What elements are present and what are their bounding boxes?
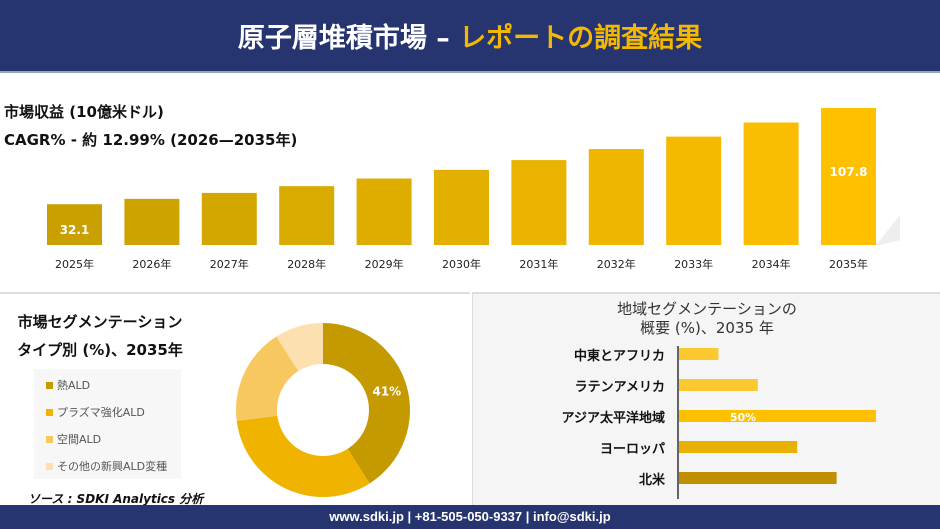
revenue-bar	[821, 108, 876, 245]
region-title-line1: 地域セグメンテーションの	[617, 300, 797, 318]
data-label: 107.8	[830, 165, 868, 179]
legend-item: その他の新興ALD変種	[46, 458, 167, 474]
region-bar	[679, 410, 876, 422]
x-tick-label: 2030年	[442, 257, 481, 271]
x-tick-label: 2033年	[674, 257, 713, 271]
region-label: アジア太平洋地域	[561, 411, 665, 426]
donut-slice	[323, 323, 411, 484]
revenue-bar	[356, 178, 412, 245]
x-tick-label: 2035年	[829, 257, 868, 271]
revenue-bar	[588, 149, 644, 245]
type-title-line1: 市場セグメンテーション	[17, 313, 183, 331]
title-accent: レポートの調査結果	[459, 23, 703, 54]
region-bar-chart: 50%	[677, 346, 876, 499]
region-bar	[679, 472, 837, 484]
region-title-line2: 概要 (%)、2035 年	[640, 319, 774, 337]
region-bar	[679, 379, 758, 391]
donut-slice	[236, 415, 370, 497]
legend: 熱ALD プラズマ強化ALD 空間ALD その他の新興ALD変種	[34, 369, 181, 479]
legend-label: 空間ALD	[57, 433, 102, 446]
legend-swatch	[46, 462, 53, 470]
legend-label: その他の新興ALD変種	[57, 460, 168, 473]
donut-data-label: 41%	[372, 384, 401, 398]
region-segmentation: 地域セグメンテーションの 概要 (%)、2035 年 中東とアフリカ ラテンアメリ…	[472, 292, 940, 505]
revenue-bar	[201, 192, 257, 245]
donut-slice	[276, 323, 323, 372]
revenue-bar	[124, 198, 180, 245]
revenue-bar	[434, 169, 489, 245]
revenue-label: 市場収益 (10億米ドル)	[4, 103, 164, 121]
region-label: ヨーロッパ	[599, 442, 665, 457]
type-donut-chart: 41%	[236, 323, 411, 497]
revenue-bar-chart: 2025年 32.1 2026年 2027年 2028年 2029年 2030年 2031年 2…	[47, 108, 900, 271]
legend-item: プラズマ強化ALD	[46, 404, 145, 420]
revenue-bar	[666, 136, 722, 245]
revenue-bar	[743, 122, 799, 245]
x-tick-label: 2028年	[287, 257, 326, 271]
region-label: ラテンアメリカ	[574, 380, 665, 395]
legend-swatch	[46, 408, 53, 416]
title-main: 原子層堆積市場 –	[237, 23, 450, 54]
region-bar	[679, 441, 798, 453]
data-label: 50%	[730, 411, 756, 424]
region-label: 中東とアフリカ	[573, 349, 665, 364]
x-tick-label: 2034年	[752, 257, 791, 271]
type-title-line2: タイプ別 (%)、2035年	[17, 341, 183, 359]
legend-label: 熱ALD	[57, 379, 91, 392]
revenue-bar	[279, 186, 335, 245]
x-tick-label: 2032年	[597, 257, 636, 271]
revenue-section: 市場収益 (10億米ドル) CAGR% - 約 12.99% (2026—203…	[0, 75, 940, 290]
cagr-label: CAGR% - 約 12.99% (2026—2035年)	[4, 131, 298, 149]
legend-swatch	[46, 435, 53, 443]
legend-label: プラズマ強化ALD	[57, 406, 145, 419]
x-tick-label: 2027年	[210, 257, 249, 271]
x-tick-label: 2026年	[132, 257, 171, 271]
x-tick-label: 2031年	[519, 257, 558, 271]
data-label: 32.1	[60, 223, 90, 237]
x-tick-label: 2025年	[55, 257, 94, 271]
legend-swatch	[46, 381, 53, 389]
legend-item: 熱ALD	[46, 377, 90, 393]
region-bar	[679, 348, 719, 360]
x-tick-label: 2029年	[365, 257, 404, 271]
legend-item: 空間ALD	[46, 431, 101, 447]
header: 原子層堆積市場 – レポートの調査結果	[0, 0, 940, 73]
type-segmentation: 市場セグメンテーション タイプ別 (%)、2035年 熱ALD プラズマ強化ALD…	[0, 292, 470, 506]
revenue-bar	[47, 204, 102, 245]
source-note: ソース : SDKI Analytics 分析	[28, 492, 204, 506]
revenue-bar	[511, 160, 567, 245]
donut-slice	[236, 336, 299, 421]
region-label: 北米	[638, 473, 665, 488]
footer-contact: www.sdki.jp | +81-505-050-9337 | info@sd…	[0, 505, 940, 529]
